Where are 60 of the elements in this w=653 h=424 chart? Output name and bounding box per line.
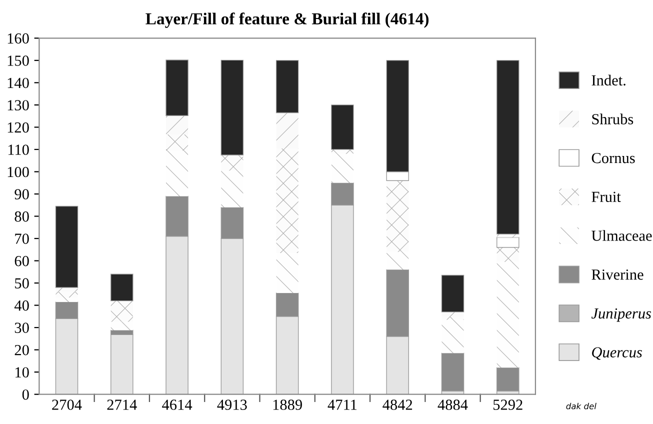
- y-tick-label: 80: [14, 211, 29, 222]
- bar: [331, 149, 354, 154]
- bar: [496, 60, 520, 234]
- x-tick-label: 4711: [328, 400, 357, 410]
- bar: [221, 155, 244, 171]
- bar: [110, 300, 133, 322]
- bar: [442, 320, 464, 354]
- legend-label: Shrubs: [592, 114, 634, 124]
- y-tick-label: 130: [8, 100, 29, 110]
- y-tick-label: 40: [14, 300, 29, 311]
- y-tick-label: 120: [8, 122, 29, 133]
- legend-label: Cornus: [592, 152, 635, 164]
- bar: [56, 297, 78, 302]
- bar: [220, 60, 244, 156]
- y-tick-label: 160: [8, 33, 29, 44]
- legend-label: Juniperus: [591, 308, 652, 322]
- bar: [55, 206, 78, 288]
- y-tick-label: 30: [14, 322, 29, 333]
- x-tick-label: 1889: [273, 400, 302, 410]
- bar: [496, 247, 519, 262]
- bar: [496, 367, 520, 392]
- y-tick-label: 100: [8, 166, 29, 178]
- bar: [110, 334, 134, 394]
- text: dak del: [566, 402, 596, 410]
- y-tick-label: 110: [8, 144, 29, 155]
- chart-title: Layer/Fill of feature & Burial fill (4614): [146, 12, 429, 28]
- y-tick-label: 70: [15, 234, 29, 244]
- x-tick-label: 2714: [107, 400, 137, 410]
- legend-label: Ulmaceae: [592, 230, 652, 241]
- bar: [56, 292, 78, 298]
- y-tick-label: 50: [15, 278, 29, 288]
- y-tick-label: 90: [14, 189, 29, 200]
- x-tick-label: 4842: [382, 400, 412, 410]
- legend-label: Indet.: [592, 74, 626, 86]
- bar: [496, 237, 520, 248]
- x-tick-label: 4913: [217, 400, 247, 410]
- bar: [386, 180, 409, 252]
- x-tick-label: 2704: [52, 400, 82, 410]
- bar: [110, 274, 134, 302]
- bar: [110, 322, 133, 330]
- y-tick-label: 150: [8, 56, 29, 66]
- legend-label: Riverine: [592, 269, 644, 280]
- y-tick-label: 60: [14, 256, 29, 266]
- y-tick-label: 0: [22, 389, 29, 400]
- bar: [441, 352, 464, 392]
- legend-label: Quercus: [592, 347, 642, 360]
- bar: [221, 170, 244, 208]
- y-tick-label: 20: [14, 344, 29, 356]
- y-tick-label: 10: [16, 367, 29, 378]
- legend-label: Fruit: [592, 192, 621, 202]
- bar: [166, 150, 188, 196]
- x-tick-label: 5292: [494, 400, 522, 410]
- bar: [56, 287, 78, 292]
- bar: [331, 104, 354, 150]
- y-tick-label: 140: [8, 78, 29, 88]
- bar: [441, 274, 464, 312]
- bar: [386, 252, 409, 270]
- x-tick-label: 4884: [438, 400, 468, 410]
- x-tick-label: 4614: [162, 400, 192, 410]
- bar: [496, 262, 519, 368]
